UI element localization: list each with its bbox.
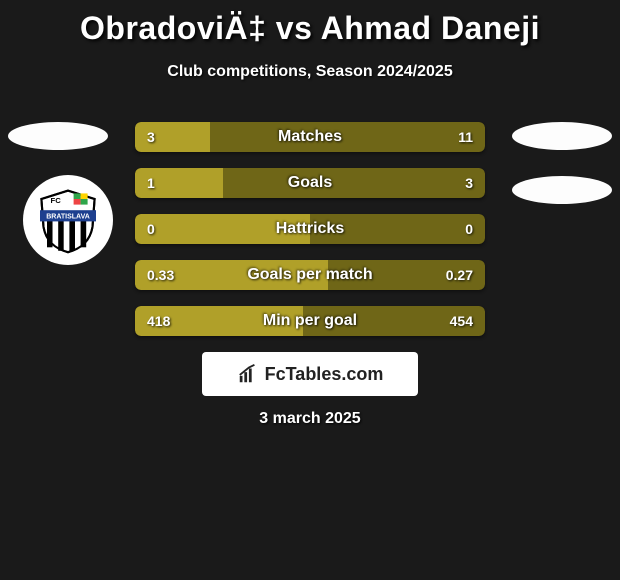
stat-name: Goals	[135, 168, 485, 198]
stat-name: Min per goal	[135, 306, 485, 336]
stats-bars: 3Matches111Goals30Hattricks00.33Goals pe…	[135, 122, 485, 352]
date-text: 3 march 2025	[0, 410, 620, 428]
subtitle: Club competitions, Season 2024/2025	[0, 63, 620, 81]
stat-name: Hattricks	[135, 214, 485, 244]
player-right-ellipse-1	[512, 122, 612, 150]
club-badge: BRATISLAVA FC	[23, 175, 113, 265]
page-title: ObradoviÄ‡ vs Ahmad Daneji	[0, 0, 620, 47]
branding-text: FcTables.com	[265, 364, 384, 385]
stat-value-right: 454	[450, 306, 473, 336]
club-badge-svg: BRATISLAVA FC	[33, 185, 103, 255]
player-left-ellipse	[8, 122, 108, 150]
stat-value-right: 0	[465, 214, 473, 244]
stat-row: 1Goals3	[135, 168, 485, 198]
stat-value-right: 3	[465, 168, 473, 198]
stat-value-right: 0.27	[446, 260, 473, 290]
chart-icon	[237, 363, 259, 385]
widget-root: ObradoviÄ‡ vs Ahmad Daneji Club competit…	[0, 0, 620, 580]
stat-name: Goals per match	[135, 260, 485, 290]
stat-row: 0Hattricks0	[135, 214, 485, 244]
stat-value-right: 11	[458, 122, 473, 152]
badge-top-text: FC	[51, 196, 62, 205]
player-right-ellipse-2	[512, 176, 612, 204]
stat-row: 3Matches11	[135, 122, 485, 152]
badge-mid-text: BRATISLAVA	[46, 214, 90, 221]
stat-name: Matches	[135, 122, 485, 152]
branding-box[interactable]: FcTables.com	[202, 352, 418, 396]
stat-row: 0.33Goals per match0.27	[135, 260, 485, 290]
stat-row: 418Min per goal454	[135, 306, 485, 336]
